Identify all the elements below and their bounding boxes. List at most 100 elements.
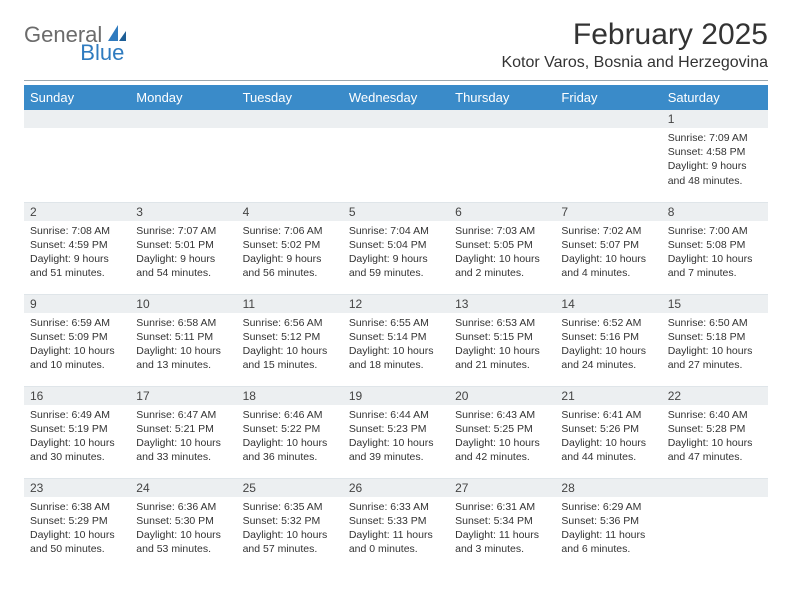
daylight-label: Daylight: bbox=[668, 345, 709, 357]
daylight-label: Daylight: bbox=[561, 529, 602, 541]
sunset-line: Sunset: 5:22 PM bbox=[243, 422, 337, 436]
sunrise-label: Sunrise: bbox=[349, 501, 388, 513]
sunset-line: Sunset: 5:08 PM bbox=[668, 238, 762, 252]
day-number: 11 bbox=[237, 295, 343, 313]
sunrise-label: Sunrise: bbox=[668, 132, 707, 144]
sunset-line: Sunset: 5:21 PM bbox=[136, 422, 230, 436]
daylight-line: Daylight: 9 hours and 59 minutes. bbox=[349, 252, 443, 280]
day-number: 28 bbox=[555, 479, 661, 497]
sunrise-value: 6:44 AM bbox=[390, 409, 429, 421]
day-header: Sunday bbox=[24, 85, 130, 110]
sunset-value: 5:14 PM bbox=[387, 331, 426, 343]
sunrise-line: Sunrise: 6:33 AM bbox=[349, 500, 443, 514]
sunrise-line: Sunrise: 6:46 AM bbox=[243, 408, 337, 422]
sunrise-value: 6:36 AM bbox=[178, 501, 217, 513]
daylight-label: Daylight: bbox=[561, 437, 602, 449]
sunrise-value: 6:55 AM bbox=[390, 317, 429, 329]
sunset-label: Sunset: bbox=[30, 239, 66, 251]
location-label: Kotor Varos, Bosnia and Herzegovina bbox=[501, 54, 768, 72]
sunset-line: Sunset: 5:16 PM bbox=[561, 330, 655, 344]
day-number: 1 bbox=[662, 110, 768, 128]
sunrise-line: Sunrise: 7:03 AM bbox=[455, 224, 549, 238]
day-number: 12 bbox=[343, 295, 449, 313]
sunset-value: 5:36 PM bbox=[600, 515, 639, 527]
day-details: Sunrise: 6:41 AMSunset: 5:26 PMDaylight:… bbox=[555, 405, 661, 469]
daylight-label: Daylight: bbox=[349, 253, 390, 265]
sunset-value: 4:59 PM bbox=[69, 239, 108, 251]
sunset-value: 5:01 PM bbox=[175, 239, 214, 251]
day-details: Sunrise: 6:36 AMSunset: 5:30 PMDaylight:… bbox=[130, 497, 236, 561]
daylight-line: Daylight: 10 hours and 2 minutes. bbox=[455, 252, 549, 280]
day-header: Saturday bbox=[662, 85, 768, 110]
sunrise-value: 6:38 AM bbox=[71, 501, 110, 513]
calendar-cell: 16Sunrise: 6:49 AMSunset: 5:19 PMDayligh… bbox=[24, 386, 130, 478]
sunset-label: Sunset: bbox=[243, 331, 279, 343]
day-number: 26 bbox=[343, 479, 449, 497]
sunrise-line: Sunrise: 6:55 AM bbox=[349, 316, 443, 330]
day-details: Sunrise: 6:40 AMSunset: 5:28 PMDaylight:… bbox=[662, 405, 768, 469]
sunset-label: Sunset: bbox=[30, 515, 66, 527]
day-details: Sunrise: 7:06 AMSunset: 5:02 PMDaylight:… bbox=[237, 221, 343, 285]
day-details: Sunrise: 7:07 AMSunset: 5:01 PMDaylight:… bbox=[130, 221, 236, 285]
daylight-line: Daylight: 11 hours and 0 minutes. bbox=[349, 528, 443, 556]
day-details: Sunrise: 6:53 AMSunset: 5:15 PMDaylight:… bbox=[449, 313, 555, 377]
sunset-label: Sunset: bbox=[349, 239, 385, 251]
day-header: Tuesday bbox=[237, 85, 343, 110]
daylight-label: Daylight: bbox=[561, 345, 602, 357]
sunset-value: 5:33 PM bbox=[387, 515, 426, 527]
daylight-line: Daylight: 10 hours and 42 minutes. bbox=[455, 436, 549, 464]
day-header: Monday bbox=[130, 85, 236, 110]
daylight-label: Daylight: bbox=[30, 437, 71, 449]
sunrise-value: 6:29 AM bbox=[603, 501, 642, 513]
sunrise-label: Sunrise: bbox=[668, 317, 707, 329]
sunset-line: Sunset: 5:34 PM bbox=[455, 514, 549, 528]
logo: General Blue bbox=[24, 22, 174, 48]
daylight-line: Daylight: 10 hours and 18 minutes. bbox=[349, 344, 443, 372]
daylight-line: Daylight: 10 hours and 50 minutes. bbox=[30, 528, 124, 556]
calendar-cell: 1Sunrise: 7:09 AMSunset: 4:58 PMDaylight… bbox=[662, 110, 768, 202]
sunset-line: Sunset: 5:23 PM bbox=[349, 422, 443, 436]
sunrise-line: Sunrise: 7:00 AM bbox=[668, 224, 762, 238]
sunset-value: 5:26 PM bbox=[600, 423, 639, 435]
daylight-line: Daylight: 10 hours and 24 minutes. bbox=[561, 344, 655, 372]
sunrise-line: Sunrise: 7:09 AM bbox=[668, 131, 762, 145]
day-number: 4 bbox=[237, 203, 343, 221]
calendar-cell: 19Sunrise: 6:44 AMSunset: 5:23 PMDayligh… bbox=[343, 386, 449, 478]
calendar-week: 16Sunrise: 6:49 AMSunset: 5:19 PMDayligh… bbox=[24, 386, 768, 478]
sunset-label: Sunset: bbox=[455, 515, 491, 527]
sunrise-line: Sunrise: 7:06 AM bbox=[243, 224, 337, 238]
day-details: Sunrise: 7:08 AMSunset: 4:59 PMDaylight:… bbox=[24, 221, 130, 285]
sunrise-value: 6:56 AM bbox=[284, 317, 323, 329]
day-details: Sunrise: 6:33 AMSunset: 5:33 PMDaylight:… bbox=[343, 497, 449, 561]
day-details: Sunrise: 6:35 AMSunset: 5:32 PMDaylight:… bbox=[237, 497, 343, 561]
daylight-label: Daylight: bbox=[136, 437, 177, 449]
sunrise-label: Sunrise: bbox=[455, 317, 494, 329]
sunrise-line: Sunrise: 6:58 AM bbox=[136, 316, 230, 330]
sunrise-label: Sunrise: bbox=[455, 501, 494, 513]
day-number: 20 bbox=[449, 387, 555, 405]
day-details: Sunrise: 6:46 AMSunset: 5:22 PMDaylight:… bbox=[237, 405, 343, 469]
sunrise-value: 6:40 AM bbox=[709, 409, 748, 421]
calendar-cell: 14Sunrise: 6:52 AMSunset: 5:16 PMDayligh… bbox=[555, 294, 661, 386]
sunrise-label: Sunrise: bbox=[136, 317, 175, 329]
day-details: Sunrise: 7:00 AMSunset: 5:08 PMDaylight:… bbox=[662, 221, 768, 285]
sunrise-value: 6:33 AM bbox=[390, 501, 429, 513]
calendar-cell bbox=[555, 110, 661, 202]
sunset-value: 5:11 PM bbox=[175, 331, 213, 343]
calendar-cell bbox=[24, 110, 130, 202]
sunset-value: 5:02 PM bbox=[281, 239, 320, 251]
sunset-value: 5:30 PM bbox=[175, 515, 214, 527]
calendar-cell: 15Sunrise: 6:50 AMSunset: 5:18 PMDayligh… bbox=[662, 294, 768, 386]
calendar-cell: 28Sunrise: 6:29 AMSunset: 5:36 PMDayligh… bbox=[555, 478, 661, 570]
sunrise-label: Sunrise: bbox=[30, 409, 69, 421]
sunset-value: 5:04 PM bbox=[387, 239, 426, 251]
sunrise-label: Sunrise: bbox=[30, 317, 69, 329]
day-number: 18 bbox=[237, 387, 343, 405]
sunrise-value: 7:03 AM bbox=[497, 225, 536, 237]
sunset-label: Sunset: bbox=[668, 423, 704, 435]
sunset-line: Sunset: 5:32 PM bbox=[243, 514, 337, 528]
sunrise-label: Sunrise: bbox=[561, 317, 600, 329]
day-details: Sunrise: 6:44 AMSunset: 5:23 PMDaylight:… bbox=[343, 405, 449, 469]
sunrise-value: 7:04 AM bbox=[390, 225, 429, 237]
daylight-line: Daylight: 11 hours and 3 minutes. bbox=[455, 528, 549, 556]
